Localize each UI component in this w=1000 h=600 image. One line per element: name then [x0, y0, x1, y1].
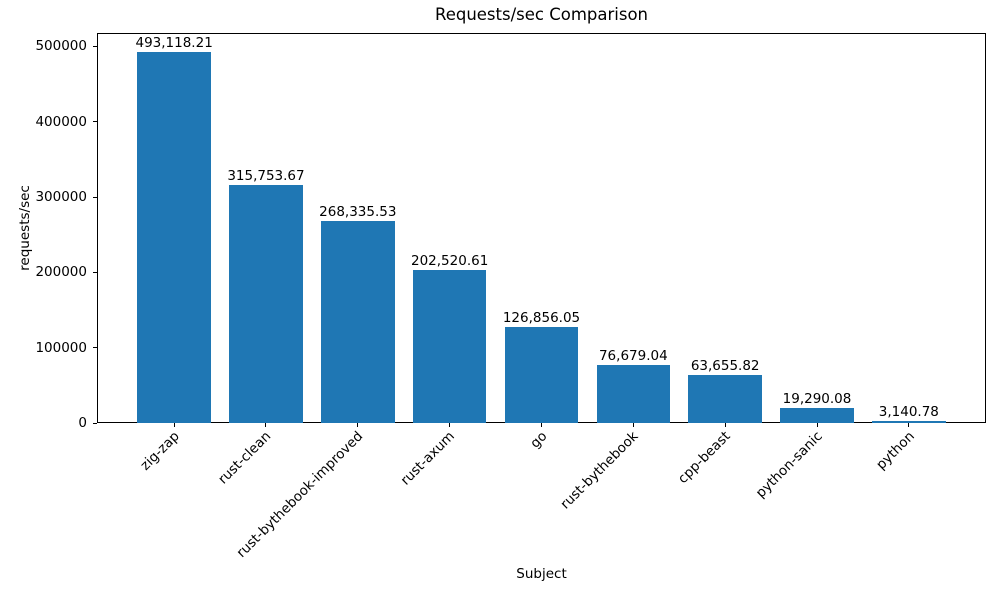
x-tick-label-cpp-beast: cpp-beast	[675, 428, 734, 487]
x-tick-mark	[173, 423, 175, 427]
x-tick-label-go: go	[526, 428, 551, 452]
x-tick-label-zig-zap: zig-zap	[137, 428, 183, 474]
bar-value-label: 76,679.04	[598, 348, 668, 365]
bar-value-label: 3,140.78	[878, 403, 939, 420]
x-tick-mark	[908, 423, 910, 427]
y-tick-label: 300000	[35, 189, 87, 206]
x-tick-mark	[816, 423, 818, 427]
bar-cpp-beast	[688, 375, 762, 423]
bar-rust-clean	[229, 185, 303, 423]
bar-rust-axum	[412, 270, 487, 423]
x-tick-mark	[541, 423, 542, 427]
bar-rust-bythebook-improved	[321, 220, 395, 423]
y-tick-mark	[93, 45, 97, 47]
x-tick-mark	[632, 423, 634, 427]
x-axis-label: Subject	[516, 566, 567, 582]
x-tick-mark	[265, 423, 267, 427]
bar-value-label: 202,520.61	[411, 253, 489, 270]
bar-value-label: 126,856.05	[502, 310, 581, 327]
y-tick-mark	[93, 347, 97, 349]
bar-value-label: 268,335.53	[319, 203, 397, 220]
y-tick-mark	[93, 271, 97, 273]
chart-title: Requests/sec Comparison	[434, 5, 649, 24]
x-tick-mark	[449, 423, 451, 427]
x-tick-label-rust-bythebook: rust-bythebook	[557, 428, 642, 513]
x-tick-label-rust-axum: rust-axum	[397, 428, 459, 489]
bar-value-label: 19,290.08	[782, 391, 852, 408]
bar-rust-bythebook	[596, 365, 671, 423]
bar-value-label: 63,655.82	[690, 358, 760, 375]
bar-python-sanic	[780, 408, 854, 423]
y-tick-mark	[93, 196, 97, 198]
y-axis-label: requests/sec	[17, 185, 33, 271]
y-tick-label: 0	[78, 415, 87, 431]
bar-value-label: 493,118.21	[135, 34, 213, 51]
y-tick-label: 100000	[35, 339, 87, 356]
x-tick-label-python-sanic: python-sanic	[752, 428, 826, 502]
x-tick-mark	[724, 423, 726, 427]
y-tick-label: 200000	[35, 264, 87, 281]
y-tick-label: 400000	[35, 113, 87, 130]
x-tick-mark	[357, 423, 359, 427]
y-tick-label: 500000	[35, 38, 87, 55]
x-tick-label-rust-clean: rust-clean	[215, 428, 275, 488]
bar-zig-zap	[137, 51, 211, 423]
bar-python	[872, 420, 946, 423]
bar-go	[504, 327, 579, 423]
y-tick-mark	[93, 121, 97, 123]
y-tick-mark	[93, 422, 97, 424]
x-tick-label-python: python	[872, 428, 918, 474]
bar-value-label: 315,753.67	[227, 168, 305, 185]
